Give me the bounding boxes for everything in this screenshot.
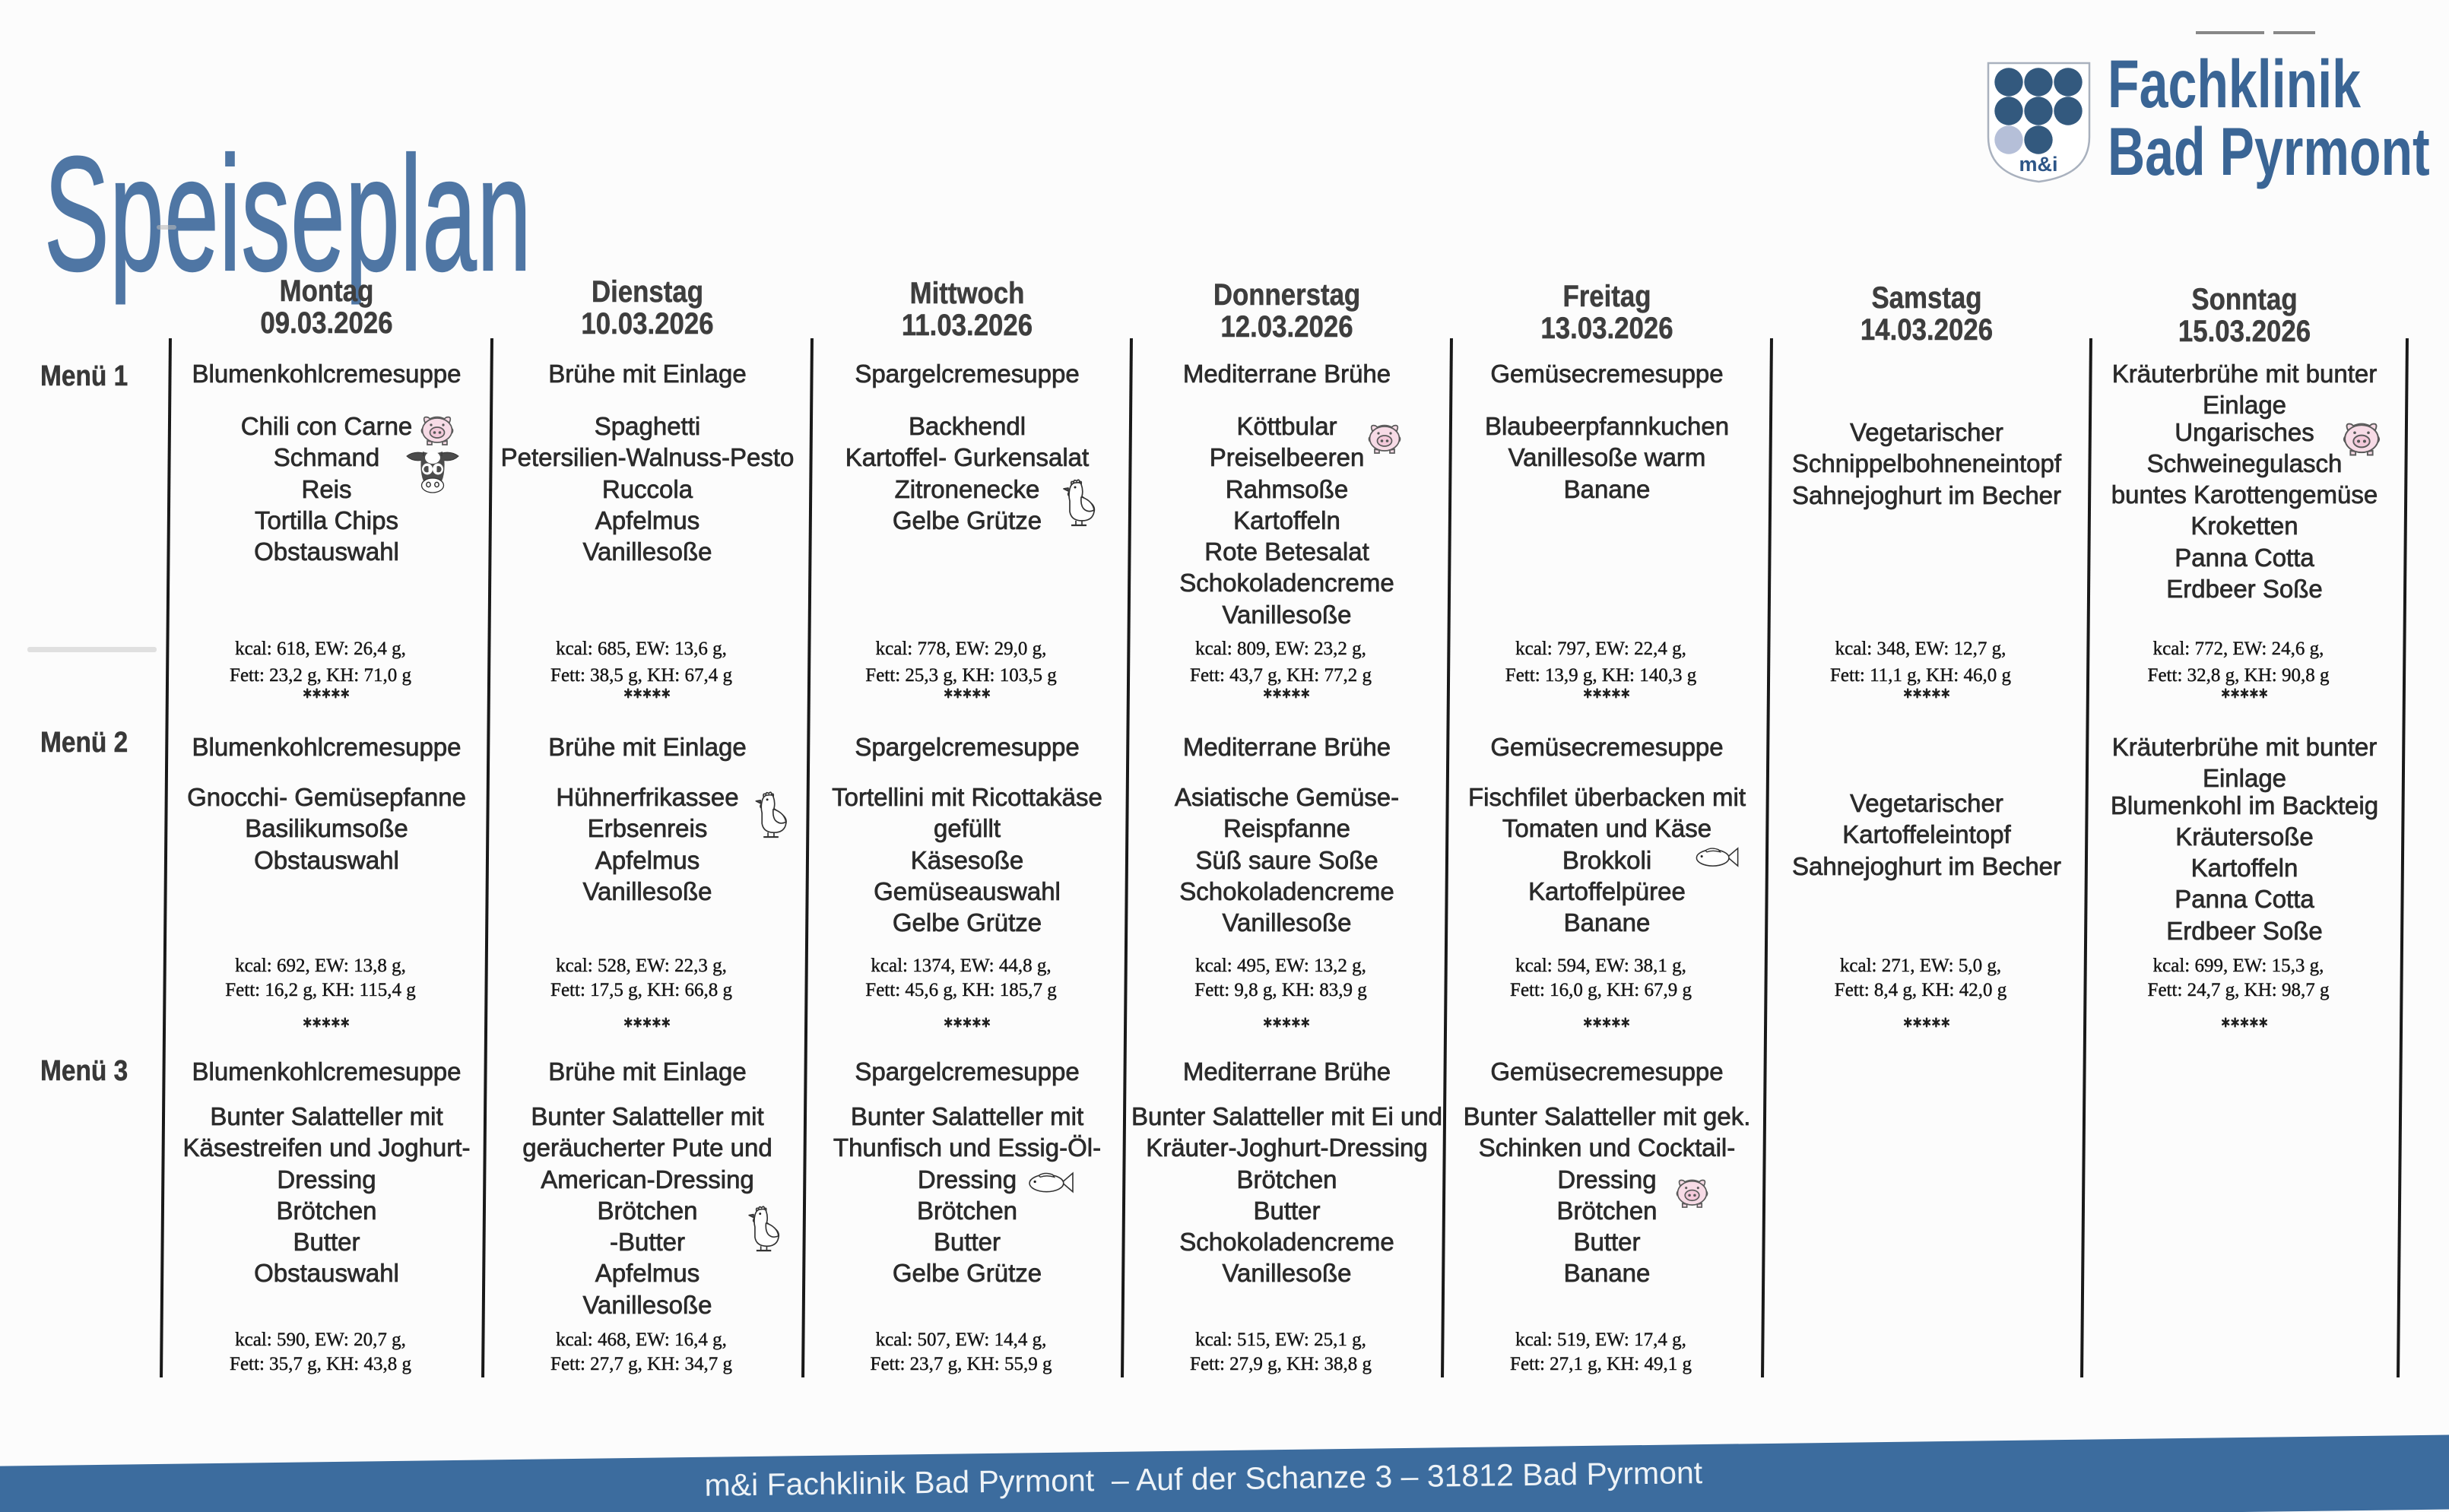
svg-text:m&i: m&i [2019,153,2057,176]
